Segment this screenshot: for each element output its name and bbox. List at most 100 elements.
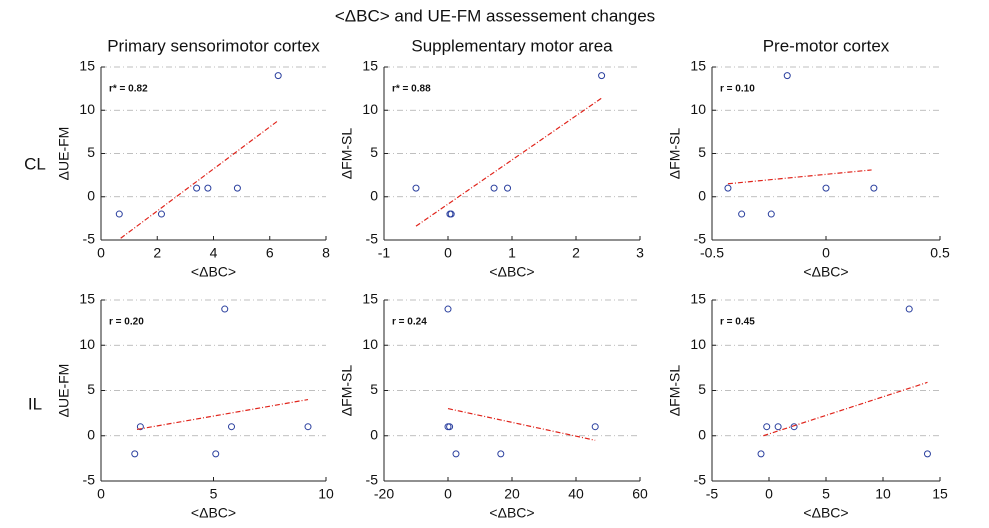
- point: [212, 450, 220, 458]
- annotation: r* = 0.88: [392, 84, 431, 95]
- point: [783, 72, 791, 80]
- y-tick-label: 10: [79, 336, 95, 352]
- point: [822, 184, 830, 192]
- fit-line: [136, 398, 309, 431]
- x-tick-label: 5: [822, 486, 830, 502]
- point: [228, 423, 235, 431]
- fit-line: [727, 169, 872, 185]
- annotation: r = 0.24: [392, 317, 427, 328]
- y-tick-label: 15: [79, 58, 95, 74]
- x-tick-label: 6: [266, 245, 274, 261]
- x-tick-label: 1: [508, 245, 516, 261]
- x-axis-label: <ΔBC>: [191, 264, 236, 280]
- y-tick-label: 10: [79, 101, 95, 117]
- point: [446, 423, 454, 431]
- column-title: Pre-motor cortex: [763, 36, 890, 55]
- point: [412, 184, 420, 192]
- fit-line: [415, 97, 602, 227]
- point: [444, 305, 452, 313]
- y-tick-label: -5: [694, 472, 707, 488]
- y-tick-label: -5: [83, 472, 96, 488]
- x-tick-label: 15: [932, 486, 948, 502]
- y-tick-label: 15: [690, 291, 706, 307]
- point: [157, 210, 165, 218]
- y-tick-label: -5: [83, 231, 96, 247]
- point: [738, 210, 746, 218]
- y-tick-label: 0: [698, 426, 706, 442]
- figure-title: <ΔBC> and UE-FM assessement changes: [335, 6, 655, 25]
- fit-line: [120, 120, 279, 239]
- y-tick-label: 10: [362, 101, 378, 117]
- x-tick-label: 10: [318, 486, 334, 502]
- x-tick-label: -5: [706, 486, 719, 502]
- x-tick-label: 60: [632, 486, 648, 502]
- y-tick-label: 0: [87, 426, 95, 442]
- point: [790, 423, 798, 431]
- y-tick-label: -5: [366, 472, 379, 488]
- x-tick-label: 0: [444, 245, 452, 261]
- annotation: r = 0.45: [720, 317, 755, 328]
- column-title: Supplementary motor area: [411, 36, 613, 55]
- x-tick-label: 0: [444, 486, 452, 502]
- point: [221, 305, 229, 313]
- point: [447, 210, 455, 218]
- y-tick-label: 5: [370, 144, 378, 160]
- point: [115, 210, 123, 218]
- y-tick-label: -5: [366, 231, 379, 247]
- x-axis-label: <ΔBC>: [489, 505, 534, 521]
- annotation: r = 0.20: [109, 317, 144, 328]
- fit-line: [447, 408, 596, 441]
- point: [233, 184, 241, 192]
- point: [870, 184, 878, 192]
- column-title: Primary sensorimotor cortex: [107, 36, 320, 55]
- x-tick-label: 4: [210, 245, 218, 261]
- y-tick-label: -5: [694, 231, 707, 247]
- x-tick-label: 2: [153, 245, 161, 261]
- y-axis-label: ΔUE-FM: [56, 127, 72, 181]
- y-tick-label: 10: [690, 336, 706, 352]
- point: [504, 184, 512, 192]
- point: [136, 423, 144, 431]
- x-axis-label: <ΔBC>: [803, 505, 848, 521]
- x-tick-label: 0: [97, 486, 105, 502]
- x-axis-label: <ΔBC>: [489, 264, 534, 280]
- x-tick-label: 40: [568, 486, 584, 502]
- y-tick-label: 5: [87, 144, 95, 160]
- x-tick-label: 20: [504, 486, 520, 502]
- x-tick-label: 0.5: [930, 245, 950, 261]
- point: [131, 450, 139, 458]
- y-tick-label: 0: [87, 187, 95, 203]
- y-tick-label: 15: [690, 58, 706, 74]
- point: [497, 450, 505, 458]
- row-label: IL: [28, 394, 42, 413]
- point: [490, 184, 498, 192]
- y-axis-label: ΔUE-FM: [56, 364, 72, 418]
- y-tick-label: 5: [698, 381, 706, 397]
- x-tick-label: 0: [765, 486, 773, 502]
- point: [598, 72, 606, 80]
- annotation: r* = 0.82: [109, 84, 148, 95]
- y-tick-label: 10: [690, 101, 706, 117]
- y-tick-label: 15: [362, 291, 378, 307]
- point: [774, 423, 782, 431]
- y-tick-label: 15: [79, 291, 95, 307]
- y-axis-label: ΔFM-SL: [339, 365, 355, 417]
- point: [905, 305, 913, 313]
- x-tick-label: 0: [822, 245, 830, 261]
- x-tick-label: 2: [572, 245, 580, 261]
- x-tick-label: 10: [875, 486, 891, 502]
- point: [304, 423, 312, 431]
- x-axis-label: <ΔBC>: [191, 505, 236, 521]
- point: [274, 72, 282, 80]
- point: [204, 184, 212, 192]
- y-tick-label: 5: [370, 381, 378, 397]
- point: [757, 450, 765, 458]
- y-tick-label: 0: [370, 187, 378, 203]
- y-tick-label: 10: [362, 336, 378, 352]
- x-tick-label: -20: [374, 486, 394, 502]
- y-tick-label: 0: [698, 187, 706, 203]
- point: [767, 210, 775, 218]
- point: [452, 450, 460, 458]
- fit-line: [763, 381, 928, 437]
